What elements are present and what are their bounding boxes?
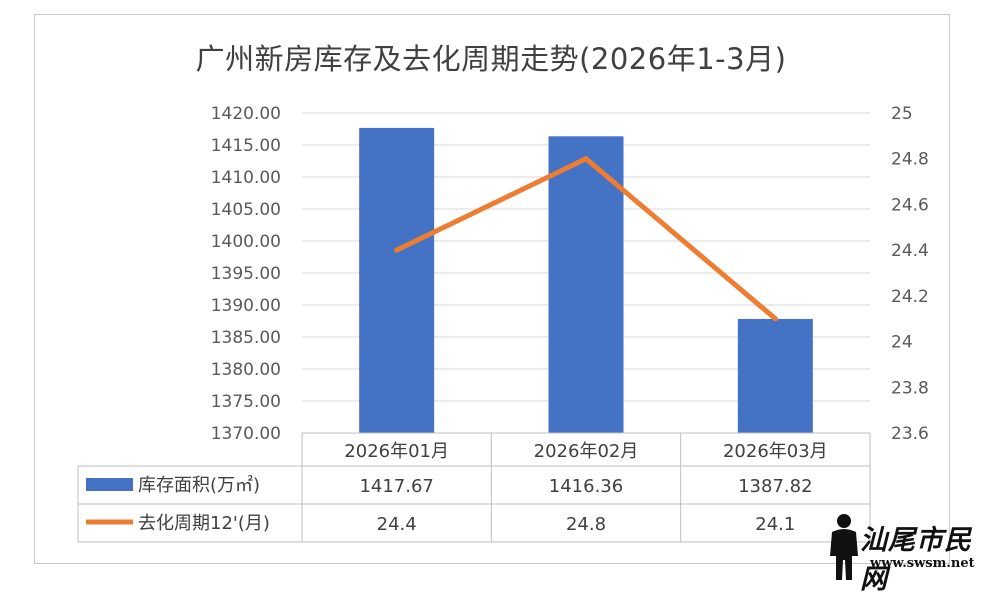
right-axis-tick-label: 24.4 <box>891 241 929 261</box>
watermark-url: www.swsm.net <box>870 556 975 571</box>
person-silhouette-icon <box>830 514 858 580</box>
left-axis-tick-label: 1390.00 <box>211 296 281 316</box>
right-axis-tick-label: 24.2 <box>891 287 929 307</box>
chart-frame <box>34 14 950 564</box>
right-axis-ticks: 25 24.8 24.6 24.4 24.2 24 23.8 23.6 <box>891 104 929 444</box>
legend-line-label: 去化周期12'(月) <box>138 513 270 534</box>
right-axis-tick-label: 23.6 <box>891 424 929 444</box>
watermark: 汕尾市民网 www.swsm.net <box>828 512 988 595</box>
category-label: 2026年02月 <box>534 441 639 462</box>
data-label: 24.4 <box>377 514 417 535</box>
left-axis-tick-label: 1370.00 <box>211 424 281 444</box>
left-axis-tick-label: 1385.00 <box>211 328 281 348</box>
left-axis-ticks: 1420.00 1415.00 1410.00 1405.00 1400.00 1395.… <box>211 104 281 444</box>
left-axis-tick-label: 1420.00 <box>211 104 281 124</box>
right-axis-tick-label: 24.8 <box>891 150 929 170</box>
line-series <box>394 156 778 322</box>
right-axis-tick-label: 24.6 <box>891 195 929 215</box>
bar <box>548 136 624 433</box>
data-label: 1417.67 <box>359 476 433 497</box>
data-label: 24.1 <box>755 514 795 535</box>
left-axis-tick-label: 1395.00 <box>211 264 281 284</box>
left-axis-tick-label: 1405.00 <box>211 200 281 220</box>
watermark-text: 汕尾市民网 <box>860 525 972 595</box>
right-axis-tick-label: 24 <box>891 333 913 353</box>
left-axis-tick-label: 1415.00 <box>211 136 281 156</box>
left-axis-tick-label: 1380.00 <box>211 360 281 380</box>
bar-series <box>359 127 813 434</box>
chart-title: 广州新房库存及去化周期走势(2026年1-3月) <box>195 42 787 76</box>
data-label: 24.8 <box>566 514 606 535</box>
right-axis-tick-label: 25 <box>891 104 913 124</box>
legend-bar-swatch <box>86 478 133 491</box>
line-point <box>772 316 778 322</box>
data-label: 1387.82 <box>738 476 812 497</box>
category-label: 2026年03月 <box>723 441 828 462</box>
bar <box>737 318 813 433</box>
line-point <box>394 247 400 253</box>
left-axis-tick-label: 1410.00 <box>211 168 281 188</box>
right-axis-tick-label: 23.8 <box>891 378 929 398</box>
left-axis-tick-label: 1375.00 <box>211 392 281 412</box>
bar <box>359 127 435 434</box>
legend-bar-label: 库存面积(万㎡) <box>138 474 260 496</box>
category-label: 2026年01月 <box>344 441 449 462</box>
left-axis-tick-label: 1400.00 <box>211 232 281 252</box>
data-label: 1416.36 <box>549 476 623 497</box>
line-point <box>583 156 589 162</box>
